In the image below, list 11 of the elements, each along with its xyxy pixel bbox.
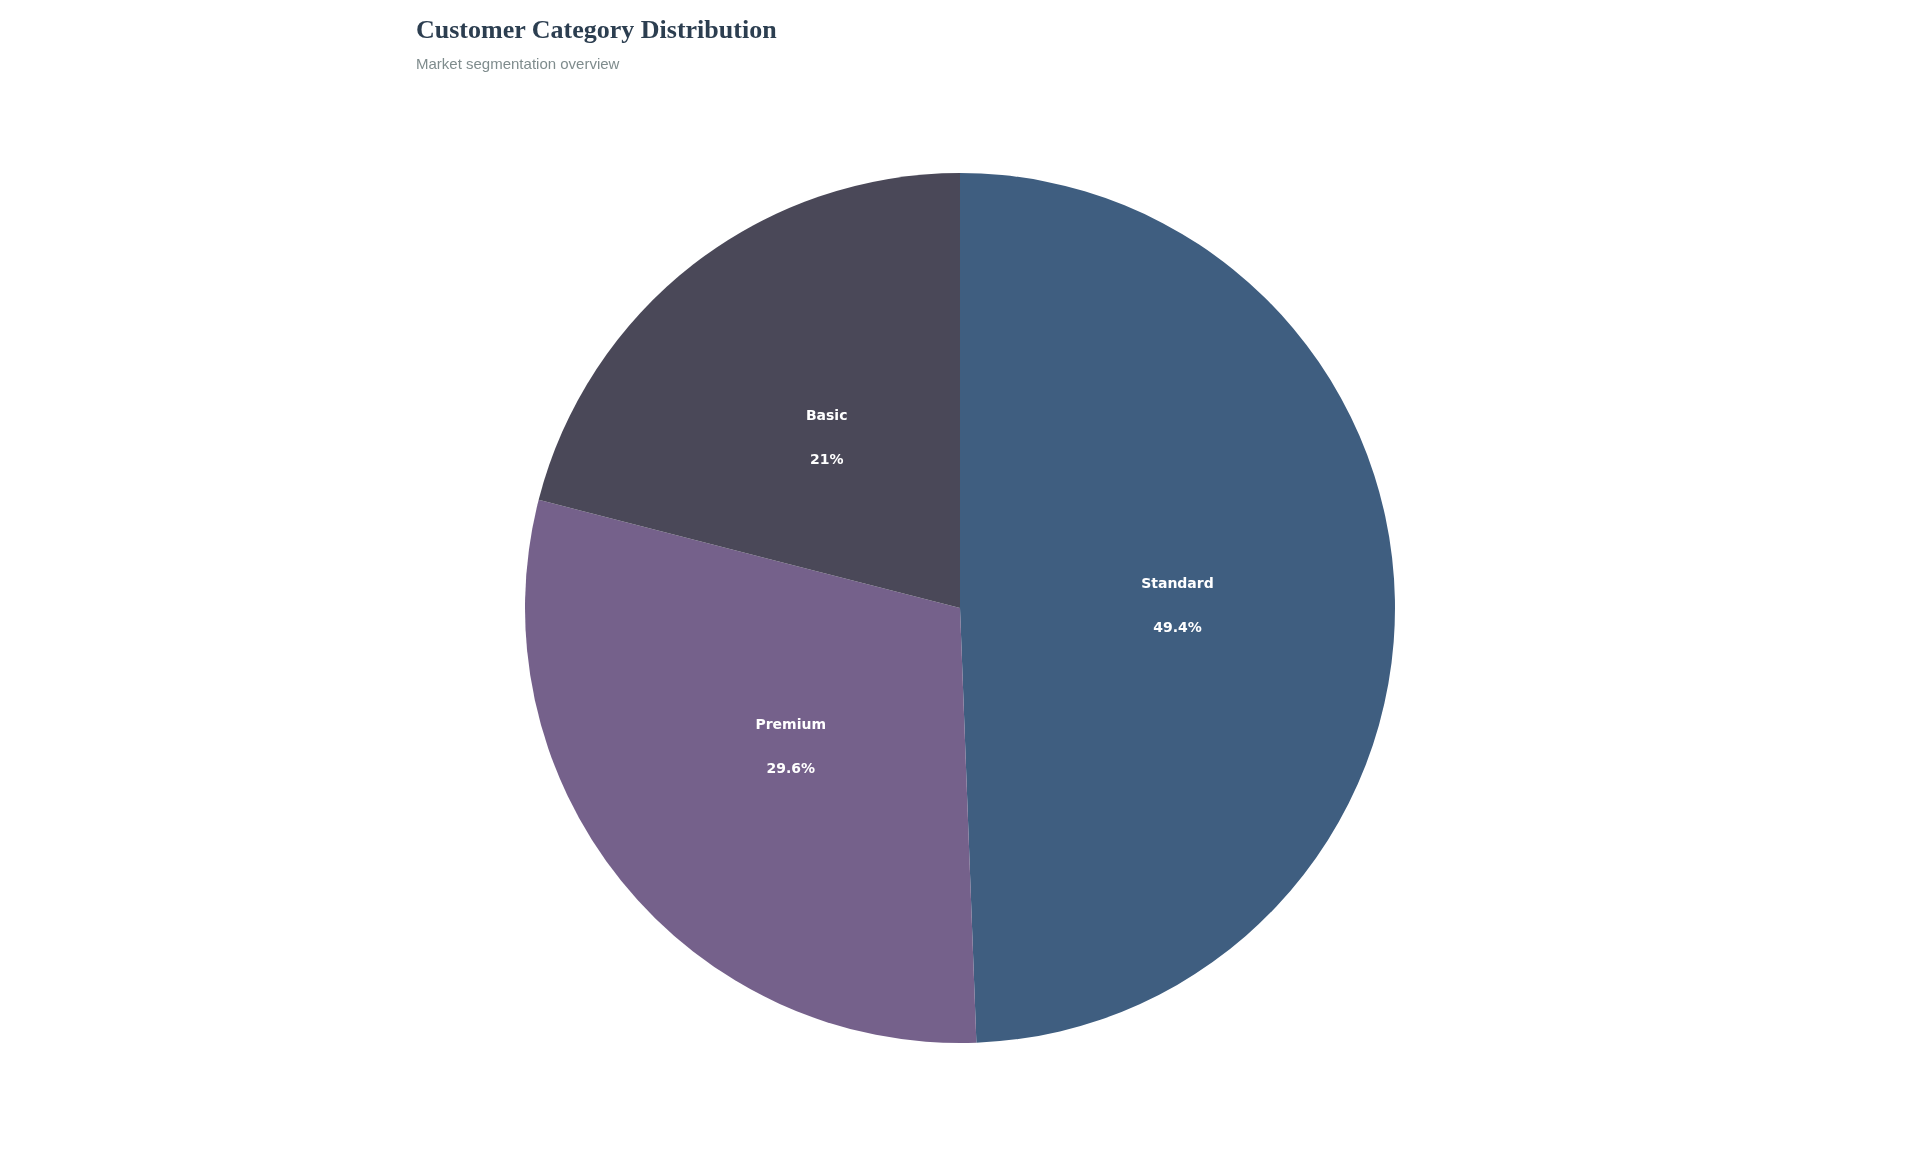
chart-title: Customer Category Distribution — [416, 15, 778, 44]
pie-slice — [525, 499, 977, 1043]
data-label: 49.4% — [1153, 618, 1202, 635]
slice-label: Premium — [755, 715, 826, 732]
chart-subtitle: Market segmentation overview — [416, 55, 620, 72]
data-label: 21% — [809, 451, 844, 468]
data-label: 29.6% — [766, 759, 815, 776]
pie-slice — [960, 173, 1395, 1043]
slice-label: Basic — [805, 407, 848, 424]
slice-label: Standard — [1141, 574, 1214, 591]
pie-slice — [538, 173, 960, 608]
